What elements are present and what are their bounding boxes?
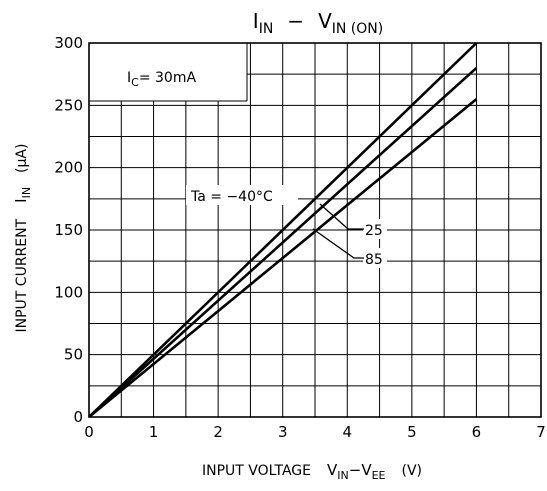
y-tick-label: 250 xyxy=(54,96,83,114)
y-tick-label: 300 xyxy=(54,34,83,52)
label-bg-25 xyxy=(363,219,387,239)
y-axis-title: INPUT CURRENTIIN(μA) xyxy=(12,144,33,333)
chart-title: IIN − VIN (ON) xyxy=(253,9,383,37)
x-tick-label: 3 xyxy=(278,423,288,441)
x-tick-label: 1 xyxy=(149,423,159,441)
leader-85 xyxy=(312,228,364,259)
condition-label: IC= 30mA xyxy=(127,70,196,89)
series-label-minus40: Ta = −40°C xyxy=(190,189,273,205)
x-tick-label: 2 xyxy=(213,423,223,441)
x-tick-label: 5 xyxy=(407,423,417,441)
y-tick-label: 100 xyxy=(54,283,83,301)
x-tick-label: 0 xyxy=(84,423,94,441)
y-tick-label: 50 xyxy=(64,346,83,364)
x-axis-title: INPUT VOLTAGE VIN−VEE (V) xyxy=(202,461,422,482)
leader-25 xyxy=(319,203,364,230)
series-line-0 xyxy=(88,42,478,418)
series-line-2 xyxy=(88,98,478,419)
x-tick-label: 4 xyxy=(343,423,353,441)
series-label-85: 85 xyxy=(365,252,383,268)
grid xyxy=(89,43,541,417)
series-line-1 xyxy=(88,66,478,418)
y-tick-label: 0 xyxy=(73,408,83,426)
x-tick-labels: 0 1 2 3 4 5 6 7 xyxy=(84,423,546,441)
y-tick-label: 150 xyxy=(54,221,83,239)
plot-frame xyxy=(88,42,542,418)
series-layer xyxy=(88,42,478,419)
y-tick-label: 200 xyxy=(54,159,83,177)
label-bg-85 xyxy=(363,248,387,268)
x-tick-label: 6 xyxy=(472,423,482,441)
condition-box xyxy=(89,43,247,101)
series-label-25: 25 xyxy=(365,223,383,239)
y-tick-labels: 0 50 100 150 200 250 300 xyxy=(54,34,83,426)
label-bg-minus40 xyxy=(186,185,298,205)
x-tick-label: 7 xyxy=(536,423,546,441)
